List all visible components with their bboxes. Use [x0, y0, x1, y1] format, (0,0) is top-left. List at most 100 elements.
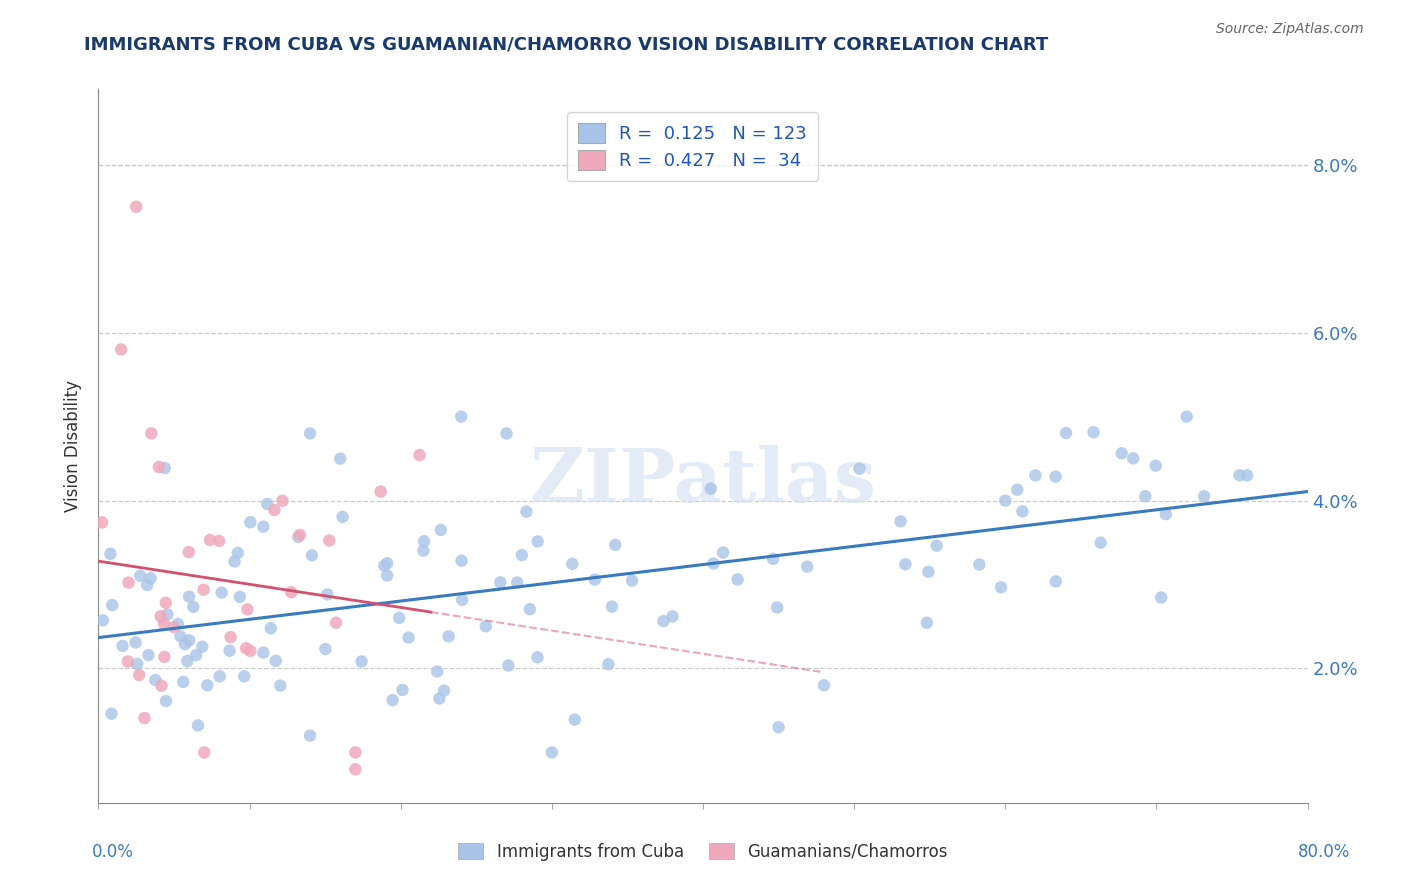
Point — [429, 523, 451, 537]
Legend: Immigrants from Cuba, Guamanians/Chamorros: Immigrants from Cuba, Guamanians/Chamorr… — [451, 837, 955, 868]
Point — [208, 669, 231, 683]
Point — [1154, 507, 1177, 521]
Text: 0.0%: 0.0% — [91, 843, 134, 861]
Point — [325, 615, 347, 630]
Point — [299, 426, 322, 441]
Point — [125, 200, 148, 214]
Point — [117, 575, 139, 590]
Point — [495, 426, 517, 441]
Point — [1144, 458, 1167, 473]
Point — [224, 554, 246, 568]
Point — [169, 629, 191, 643]
Point — [208, 533, 231, 548]
Point — [229, 590, 252, 604]
Point — [179, 633, 201, 648]
Point — [450, 409, 472, 424]
Point — [256, 497, 278, 511]
Point — [702, 557, 724, 571]
Point — [129, 569, 152, 583]
Point — [269, 679, 291, 693]
Point — [1122, 451, 1144, 466]
Point — [193, 746, 215, 760]
Point — [163, 620, 186, 634]
Point — [540, 746, 562, 760]
Point — [155, 694, 177, 708]
Point — [1236, 468, 1258, 483]
Point — [598, 657, 620, 672]
Point — [398, 631, 420, 645]
Point — [412, 543, 434, 558]
Point — [526, 534, 548, 549]
Point — [252, 646, 274, 660]
Point — [917, 565, 939, 579]
Point — [149, 609, 172, 624]
Point — [128, 668, 150, 682]
Point — [316, 587, 339, 601]
Point — [139, 571, 162, 585]
Point — [561, 557, 583, 571]
Point — [1192, 489, 1215, 503]
Point — [263, 503, 285, 517]
Point — [318, 533, 340, 548]
Point — [183, 599, 205, 614]
Point — [1045, 469, 1067, 483]
Point — [450, 554, 472, 568]
Point — [136, 578, 159, 592]
Point — [127, 657, 149, 671]
Point — [1175, 409, 1198, 424]
Point — [890, 514, 912, 528]
Point — [506, 575, 529, 590]
Point — [969, 558, 991, 572]
Point — [370, 484, 392, 499]
Point — [239, 644, 262, 658]
Point — [1011, 504, 1033, 518]
Point — [1150, 591, 1173, 605]
Point — [498, 658, 520, 673]
Point — [1135, 489, 1157, 503]
Point — [526, 650, 548, 665]
Point — [375, 556, 398, 570]
Point — [1024, 468, 1046, 483]
Point — [124, 635, 146, 649]
Point — [239, 515, 262, 529]
Point — [150, 679, 173, 693]
Point — [652, 614, 675, 628]
Point — [344, 746, 367, 760]
Text: ZIPatlas: ZIPatlas — [530, 445, 876, 518]
Point — [848, 461, 870, 475]
Point — [1111, 446, 1133, 460]
Point — [141, 426, 163, 441]
Point — [1007, 483, 1029, 497]
Point — [489, 575, 512, 590]
Point — [145, 673, 167, 687]
Point — [605, 538, 627, 552]
Point — [226, 546, 249, 560]
Point — [915, 615, 938, 630]
Point — [813, 678, 835, 692]
Point — [153, 616, 176, 631]
Point — [271, 493, 294, 508]
Point — [762, 552, 785, 566]
Point — [195, 678, 218, 692]
Point — [381, 693, 404, 707]
Point — [218, 644, 240, 658]
Point — [344, 762, 367, 776]
Point — [332, 509, 354, 524]
Point — [510, 548, 533, 562]
Point — [176, 654, 198, 668]
Point — [373, 558, 395, 573]
Point — [413, 534, 436, 549]
Point — [621, 574, 644, 588]
Point — [100, 706, 122, 721]
Point — [236, 602, 259, 616]
Point — [426, 665, 449, 679]
Point — [796, 559, 818, 574]
Point — [280, 585, 302, 599]
Point — [148, 460, 170, 475]
Point — [768, 720, 790, 734]
Point — [287, 530, 309, 544]
Point — [153, 461, 176, 475]
Point — [350, 655, 373, 669]
Point — [437, 629, 460, 643]
Point — [375, 568, 398, 582]
